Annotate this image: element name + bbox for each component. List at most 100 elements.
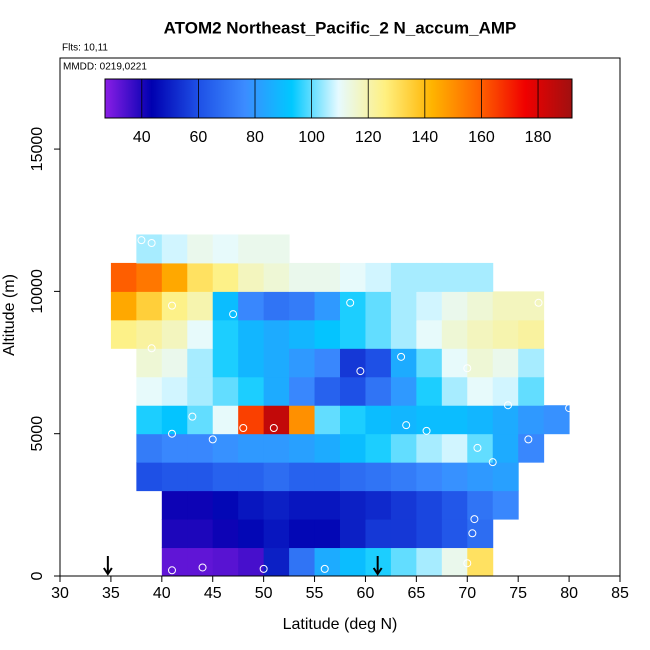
heat-cell [289,462,316,492]
heat-cell [289,291,316,321]
heat-cell [314,433,341,463]
sample-point [168,566,176,575]
heat-cell [365,405,392,435]
heat-cell [416,547,443,577]
heat-cell [467,462,494,492]
x-tick-label: 80 [560,585,578,602]
sample-point [463,364,472,373]
colorbar-tick-label: 100 [298,129,325,146]
sample-point [147,344,156,353]
heat-cell [467,405,494,435]
heat-cell [467,262,494,292]
x-tick-label: 85 [611,585,629,602]
heat-cell [441,519,468,549]
x-tick-label: 40 [153,585,171,602]
heat-cell [238,291,265,321]
heat-cell [238,433,265,463]
heat-cell [187,490,214,520]
sample-point [473,443,482,452]
heat-cell [289,262,316,292]
heat-cell [238,319,265,349]
heat-cell [390,376,417,406]
heat-cell [212,519,239,549]
heat-cell [441,262,468,292]
track-arrow [103,556,113,576]
heat-cell [136,319,163,349]
sample-point [544,298,553,307]
colorbar-tick-label: 180 [525,129,552,146]
heat-cell [263,291,290,321]
heat-cell [212,490,239,520]
heat-cell [187,519,214,549]
heat-cell [467,319,494,349]
sample-point [259,564,268,573]
heat-cell [467,519,494,549]
heat-cell [187,376,214,406]
y-tick-label: 15000 [29,127,46,172]
heat-cell [212,234,239,264]
heat-cell [314,376,341,406]
heat-cell [416,462,443,492]
heat-cell [365,348,392,378]
colorbar-tick-label: 160 [468,129,495,146]
heat-cell [416,348,443,378]
heat-cell [238,234,265,264]
heat-cell [238,547,265,577]
heat-cell [212,319,239,349]
heat-cell [492,433,519,463]
heat-cell [441,291,468,321]
heat-cell [263,462,290,492]
x-tick-label: 35 [102,585,120,602]
heat-cell [187,319,214,349]
track-arrow [372,556,383,576]
heat-cell [187,262,214,292]
heat-cell [187,291,214,321]
heat-cell [340,519,366,549]
heat-cell [212,462,239,492]
heat-cell [390,319,417,349]
heat-cell [441,376,468,406]
heat-cell [238,405,265,435]
heat-cell [136,376,163,406]
heat-cell [492,490,519,520]
heat-cell [518,376,545,406]
heat-cell [441,490,468,520]
sample-point [356,367,365,376]
chart-title: ATOM2 Northeast_Pacific_2 N_accum_AMP [164,18,517,37]
heat-cell [365,291,392,321]
heat-cell [238,519,265,549]
colorbar-tick-label: 80 [246,129,264,146]
flights-label: Flts: 10,11 [62,43,108,54]
sample-point [168,429,176,438]
heat-cell [110,291,137,321]
sample-point [320,564,329,573]
heat-cell [492,348,519,378]
heat-cell [365,319,392,349]
heat-cell [390,291,417,321]
heat-cell [187,234,214,264]
heat-cell [365,462,392,492]
heat-cell [136,462,163,492]
x-axis-label: Latitude (deg N) [283,616,398,633]
heat-cell [314,519,341,549]
sample-point [198,563,207,572]
heat-cell [390,262,417,292]
heat-cell [492,291,519,321]
heat-cell [390,462,417,492]
sample-point [147,239,156,247]
heat-cell [340,462,366,492]
plot-frame [59,57,621,577]
sample-point [534,298,543,307]
heatmap [110,234,570,577]
heat-cell [161,405,188,435]
heat-cell [365,433,392,463]
heat-cell [340,547,366,577]
heat-cell [161,291,188,321]
x-tick-label: 65 [407,585,425,602]
heat-cell [416,490,443,520]
x-tick-label: 50 [255,585,273,602]
sample-point [188,412,197,421]
heat-cell [416,376,443,406]
x-tick-label: 55 [306,585,324,602]
x-tick-label: 75 [509,585,527,602]
